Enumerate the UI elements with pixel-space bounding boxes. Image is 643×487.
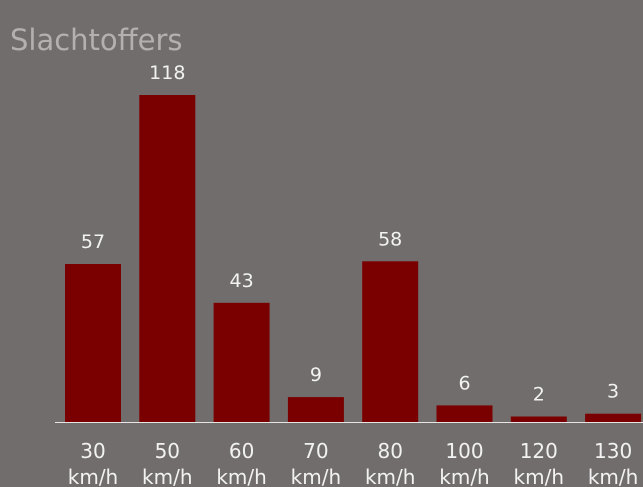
data-label: 6 <box>458 372 470 394</box>
x-tick-label: km/h <box>142 465 192 487</box>
data-label: 3 <box>607 381 619 403</box>
data-label: 118 <box>149 62 185 84</box>
x-tick-label: km/h <box>514 465 564 487</box>
data-label: 2 <box>533 384 545 406</box>
bar <box>362 261 419 422</box>
data-label: 43 <box>230 270 254 292</box>
x-tick-label: 120 <box>520 439 558 463</box>
data-label: 58 <box>378 228 402 250</box>
x-tick-label: km/h <box>216 465 266 487</box>
x-tick-label: 130 <box>594 439 632 463</box>
x-tick-label: km/h <box>365 465 415 487</box>
x-tick-label: 100 <box>445 439 483 463</box>
x-tick-label: 50 <box>155 439 180 463</box>
bar <box>213 302 270 422</box>
bar <box>65 264 121 422</box>
bar <box>139 95 196 422</box>
bar <box>585 413 642 422</box>
chart-title: Slachtoffers <box>10 23 183 57</box>
x-tick-label: 80 <box>377 439 402 463</box>
x-tick-label: 60 <box>229 439 254 463</box>
data-label: 9 <box>310 364 322 386</box>
x-tick-label: km/h <box>68 465 118 487</box>
x-tick-label: km/h <box>291 465 341 487</box>
x-tick-label: km/h <box>588 465 638 487</box>
x-tick-label: 70 <box>303 439 328 463</box>
bar <box>436 405 493 422</box>
x-tick-label: 30 <box>80 439 105 463</box>
x-tick-label: km/h <box>439 465 489 487</box>
data-label: 57 <box>81 231 105 253</box>
bar <box>510 416 567 422</box>
bar <box>287 397 344 422</box>
